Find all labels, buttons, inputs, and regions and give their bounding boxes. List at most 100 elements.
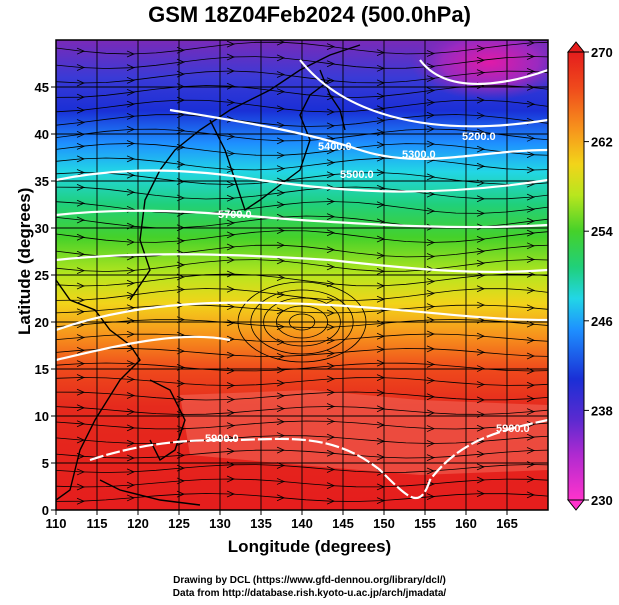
wind-arrow: [276, 71, 286, 78]
wind-arrow: [326, 375, 336, 383]
streamline: [56, 273, 548, 287]
wind-arrow: [226, 256, 236, 264]
x-tick-label: 130: [209, 516, 231, 531]
x-axis: 110 115 120 125 130 135 140 145 150 155 160 165: [46, 510, 518, 531]
wind-arrow: [426, 393, 436, 401]
streamline: [56, 157, 548, 171]
wind-arrow: [76, 142, 86, 150]
wind-arrow: [276, 227, 286, 234]
wind-arrow: [76, 388, 86, 396]
wind-arrow: [476, 490, 486, 498]
x-tick-label: 155: [414, 516, 436, 531]
wind-arrow: [126, 468, 136, 476]
wind-arrow: [276, 352, 286, 360]
wind-arrow: [126, 64, 136, 72]
wind-arrow: [76, 250, 86, 258]
wind-arrow: [226, 150, 236, 157]
wind-arrow: [226, 335, 236, 343]
wind-arrow: [426, 87, 436, 94]
wind-arrow: [226, 166, 236, 173]
wind-arrow: [476, 56, 486, 64]
wind-arrow: [426, 111, 436, 119]
wind-arrow: [526, 336, 536, 344]
wind-arrow: [76, 216, 86, 224]
wind-arrow: [276, 392, 286, 400]
wind-arrow: [526, 475, 536, 483]
colorbar-ticks: 230 238 246 254 262 270: [584, 45, 613, 508]
wind-arrow: [76, 169, 86, 176]
colorbar: 230 238 246 254 262 270: [566, 41, 613, 511]
wind-arrow: [426, 125, 436, 133]
colorbar-bar: [567, 51, 585, 501]
wind-arrow: [226, 243, 236, 251]
streamline: [56, 85, 548, 98]
wind-arrow: [226, 133, 236, 140]
y-tick-label: 40: [35, 127, 49, 142]
wind-arrow: [476, 247, 486, 255]
wind-arrow: [326, 349, 336, 357]
wind-arrow: [276, 323, 286, 331]
wind-arrow: [526, 447, 536, 454]
wind-arrow: [426, 278, 436, 285]
wind-arrow: [126, 88, 136, 96]
contour-label: 5500.0: [340, 169, 374, 181]
wind-arrow: [226, 351, 236, 359]
wind-arrow: [426, 345, 436, 353]
wind-arrow: [426, 173, 436, 181]
wind-arrow: [226, 447, 236, 455]
wind-arrow: [426, 409, 436, 417]
x-tick-label: 160: [455, 516, 477, 531]
wind-arrow: [476, 348, 486, 356]
wind-arrow: [76, 183, 86, 191]
wind-arrow: [76, 106, 86, 114]
colorbar-max-arrow: [566, 41, 586, 53]
wind-arrow: [126, 408, 136, 416]
wind-arrow: [226, 67, 236, 75]
wind-arrow: [226, 53, 236, 61]
wind-arrow: [76, 497, 86, 505]
x-tick-label: 145: [332, 516, 354, 531]
streamline: [56, 56, 548, 69]
wind-arrow: [276, 189, 286, 197]
wind-arrow: [526, 229, 536, 237]
wind-arrow: [276, 446, 286, 454]
chart-title: GSM 18Z04Feb2024 (500.0hPa): [148, 2, 471, 27]
x-tick-label: 110: [46, 516, 67, 531]
wind-arrow: [226, 409, 236, 417]
wind-arrow: [326, 433, 336, 441]
wind-arrow: [426, 377, 436, 384]
wind-arrow: [476, 381, 486, 388]
x-tick-label: 125: [168, 516, 190, 531]
wind-arrow: [126, 439, 136, 447]
coastlines: [56, 44, 361, 506]
wind-arrow: [426, 330, 436, 338]
wind-arrow: [526, 53, 536, 60]
wind-arrow: [126, 267, 136, 274]
wind-arrow: [526, 304, 536, 312]
wind-arrow: [426, 425, 436, 432]
wind-arrow: [276, 257, 286, 265]
wind-arrow: [476, 96, 486, 104]
wind-arrow: [526, 40, 536, 47]
y-tick-label: 20: [35, 315, 49, 330]
wind-arrow: [126, 155, 136, 163]
colorbar-tick-label: 246: [591, 314, 613, 329]
y-tick-label: 15: [35, 362, 49, 377]
wind-arrow: [126, 317, 136, 325]
wind-arrow: [326, 77, 336, 85]
wind-arrow: [326, 418, 336, 425]
wind-arrow: [226, 422, 236, 429]
streamline: [56, 319, 548, 328]
y-tick-label: 5: [42, 456, 49, 471]
plot-area: 5200.0 5300.0 5400.0 5500.0 5700.0 5900.…: [56, 40, 548, 510]
wind-arrow: [76, 436, 86, 444]
wind-arrow: [126, 304, 136, 312]
wind-arrow: [276, 405, 286, 412]
wind-arrow: [326, 198, 336, 205]
cold-core: [410, 40, 548, 100]
wind-arrow: [426, 303, 436, 310]
wind-arrow: [226, 319, 236, 327]
wind-arrow: [526, 205, 536, 213]
wind-arrow: [226, 99, 236, 106]
wind-arrow: [326, 466, 336, 473]
